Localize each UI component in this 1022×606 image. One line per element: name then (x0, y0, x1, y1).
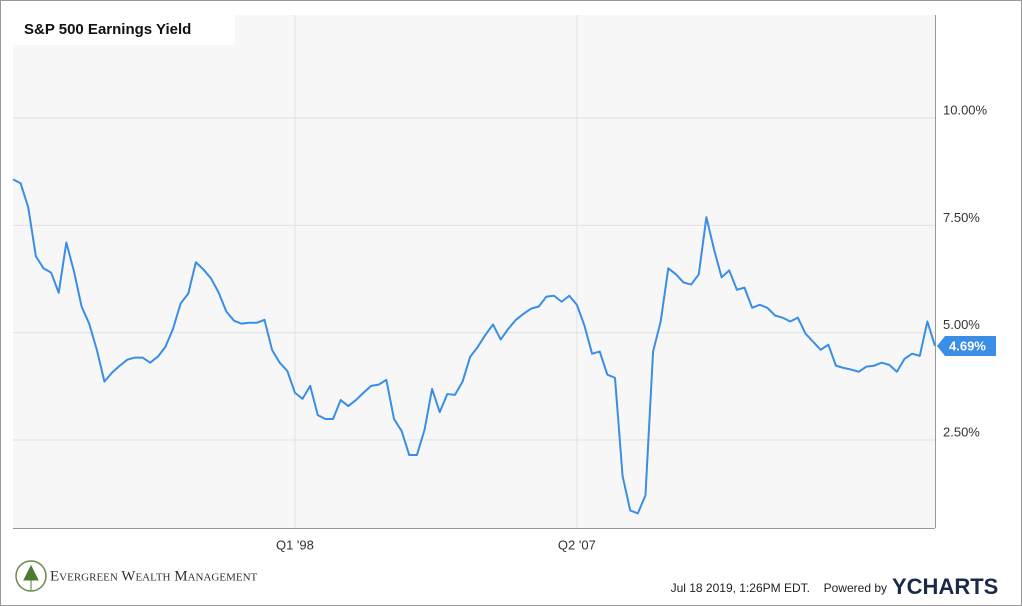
y-tick-label: 2.50% (943, 424, 980, 439)
line-series (12, 178, 936, 515)
ycharts-logo: YCHARTS (892, 574, 998, 599)
x-tick-label: Q1 '98 (276, 537, 314, 552)
brand-name: Evergreen Wealth Management (50, 568, 258, 584)
x-tick-label: Q2 '07 (558, 537, 596, 552)
chart-title: S&P 500 Earnings Yield (24, 21, 191, 38)
value-label: 4.69% (949, 338, 986, 353)
powered-by: Powered by (824, 581, 887, 595)
value-callout (937, 335, 996, 356)
title-box (13, 15, 235, 45)
brand-logo (15, 560, 47, 592)
y-tick-label: 7.50% (943, 210, 980, 225)
y-tick-label: 5.00% (943, 317, 980, 332)
timestamp: Jul 18 2019, 1:26PM EDT. (671, 581, 810, 595)
y-tick-label: 10.00% (943, 102, 988, 117)
plot-area (13, 15, 935, 528)
